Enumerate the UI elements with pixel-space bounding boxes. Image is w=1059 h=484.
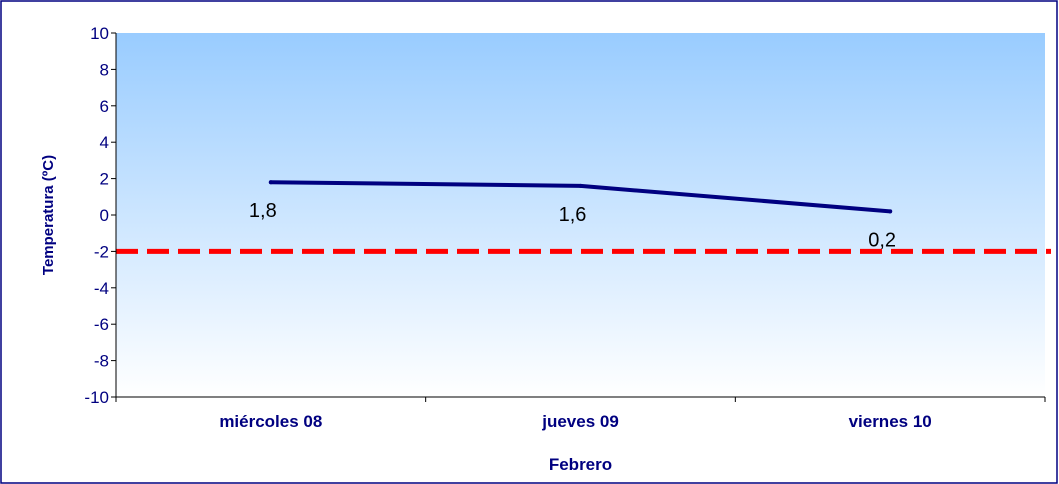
data-point bbox=[268, 180, 273, 185]
data-label: 0,2 bbox=[868, 229, 896, 251]
y-tick-label: -6 bbox=[94, 315, 109, 334]
y-tick-label: -10 bbox=[84, 388, 109, 407]
y-tick-label: -2 bbox=[94, 242, 109, 261]
x-tick-label: viernes 10 bbox=[849, 412, 932, 431]
y-tick-label: -8 bbox=[94, 352, 109, 371]
x-tick-label: jueves 09 bbox=[541, 412, 619, 431]
plot-area bbox=[116, 33, 1045, 397]
y-tick-label: 8 bbox=[100, 60, 109, 79]
y-tick-label: 4 bbox=[100, 133, 109, 152]
y-tick-label: -4 bbox=[94, 279, 109, 298]
data-label: 1,6 bbox=[559, 204, 587, 226]
y-axis-title: Temperatura (ºC) bbox=[40, 155, 57, 275]
y-tick-label: 0 bbox=[100, 206, 109, 225]
data-label: 1,8 bbox=[249, 200, 277, 222]
data-point bbox=[578, 183, 583, 188]
y-tick-label: 2 bbox=[100, 170, 109, 189]
y-tick-label: 6 bbox=[100, 97, 109, 116]
x-tick-label: miércoles 08 bbox=[219, 412, 322, 431]
data-point bbox=[888, 209, 893, 214]
y-tick-label: 10 bbox=[90, 24, 109, 43]
x-axis-title: Febrero bbox=[549, 455, 612, 474]
